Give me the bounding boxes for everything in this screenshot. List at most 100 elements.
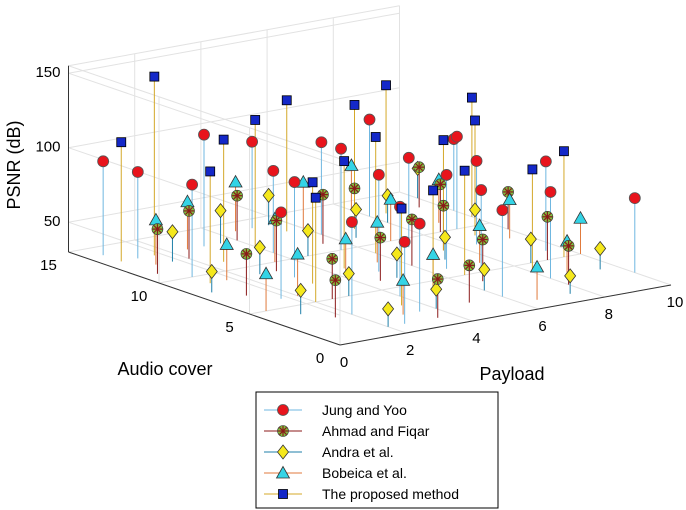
data-point [307,177,318,188]
data-point [338,231,353,245]
data-point [573,210,588,224]
data-point [294,282,307,299]
box-edge [68,65,341,160]
wall-gridline [68,221,341,316]
data-point [301,223,314,239]
data-point [231,189,243,202]
data-point [450,130,463,143]
data-point [370,132,381,142]
data-point [253,239,266,256]
data-point [183,205,195,217]
data-point [562,240,575,252]
data-point [544,186,557,198]
legend-marker [277,425,289,437]
z-tick-label: 50 [44,213,61,230]
x-axis-label: Payload [479,364,544,384]
data-markers [97,71,641,317]
legend-marker [277,404,289,416]
z-axis-label: PSNR (dB) [4,120,24,209]
y-tick-label: 15 [40,257,57,274]
legend-box [255,391,499,509]
data-point [310,192,321,203]
data-point [594,240,607,257]
x-axis-line [339,284,672,346]
data-point [564,268,577,284]
data-point [468,202,482,218]
data-point [281,95,292,106]
data-point [335,142,347,155]
legend-label: Andra et al. [322,444,394,460]
data-point [502,192,517,206]
legend: Jung and Yoo Ahmad and Fiqar Andra et al. B… [255,391,499,509]
data-point [350,201,363,218]
data-point [205,263,218,280]
data-point [315,136,328,149]
data-point [383,191,398,205]
x-tick-label: 0 [340,354,348,371]
floor-gridline [249,253,581,315]
data-point [539,155,552,168]
data-point [228,174,243,188]
data-point [559,146,569,157]
data-point [470,155,483,167]
data-point [349,100,360,110]
data-point [348,182,361,195]
data-point [372,168,385,181]
y-axis-label: Audio cover [117,359,212,379]
data-point [413,161,425,173]
data-point [390,246,403,262]
z-tick-label: 100 [35,139,60,156]
data-point [198,128,210,141]
data-point [258,266,274,280]
data-point [186,178,199,191]
legend-label: Jung and Yoo [322,402,407,418]
data-point [97,155,110,168]
data-point [463,259,476,272]
data-point [398,235,411,248]
y-tick-label: 10 [131,288,148,305]
box-edge [68,5,400,67]
data-point [496,204,509,217]
data-point [342,266,355,282]
x-tick-label: 10 [667,294,684,311]
floor-gridline [134,239,407,334]
data-point [250,115,261,125]
data-point [472,218,487,231]
wall-gridline [68,72,341,167]
x-tick-label: 2 [406,342,414,359]
data-point [290,246,305,260]
legend-marker [276,444,290,460]
legend-marker [275,465,291,479]
data-point [440,169,453,181]
data-point [396,203,407,214]
data-point [374,231,387,244]
data-point [413,217,426,230]
data-point [148,212,164,226]
legend-label: Bobeica et al. [322,465,407,481]
data-point [151,223,164,235]
data-point [166,224,179,240]
data-point [326,252,339,265]
data-point [345,216,358,228]
data-point [205,166,216,177]
x-tick-label: 6 [538,318,546,335]
legend-label: The proposed method [322,486,459,502]
data-point [475,184,488,196]
data-point [382,301,395,317]
data-point [339,156,350,167]
data-point [628,192,641,205]
wall-gridline [68,12,400,74]
data-point [116,137,127,148]
data-point [363,113,376,126]
data-point [246,135,259,148]
data-point [466,92,477,103]
data-point [476,233,489,246]
data-point [267,164,280,177]
legend-label: Ahmad and Fiqar [322,423,430,439]
data-point [329,274,342,286]
data-point [470,115,480,126]
y-axis-line [68,251,341,346]
data-point [288,176,301,188]
